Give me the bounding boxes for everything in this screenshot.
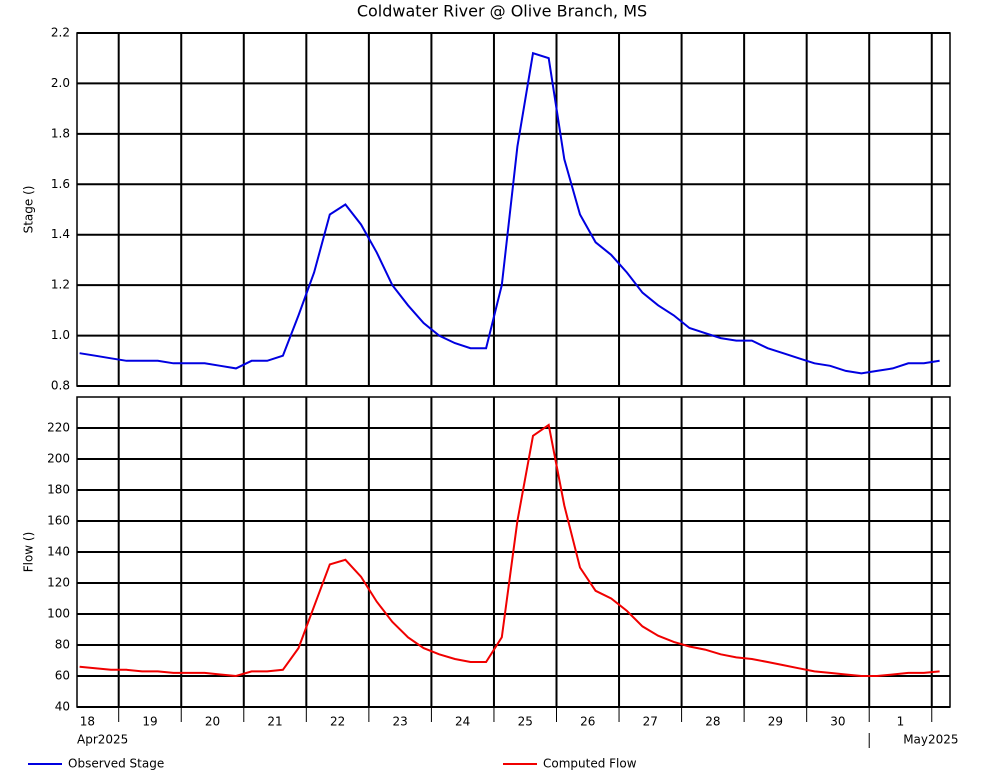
y-tick-label: 1.2 <box>51 278 70 292</box>
x-tick-label: 21 <box>267 715 282 729</box>
y-tick-label: 2.0 <box>51 76 70 90</box>
plot-frame <box>76 32 951 387</box>
y-tick-label: 1.0 <box>51 328 70 342</box>
y-tick-label: 160 <box>47 514 70 528</box>
x-tick-label: 22 <box>330 715 345 729</box>
x-tick-label: 1 <box>897 715 905 729</box>
y-tick-label: 180 <box>47 483 70 497</box>
x-tick-label: 28 <box>705 715 720 729</box>
y-tick-label: 80 <box>55 638 70 652</box>
y-axis-label: Flow () <box>22 532 36 573</box>
y-tick-label: 60 <box>55 669 70 683</box>
plot-frame <box>76 396 951 708</box>
x-tick-label: 19 <box>142 715 157 729</box>
y-tick-label: 220 <box>47 421 70 435</box>
x-tick-label: 18 <box>80 715 95 729</box>
x-tick-label: 30 <box>830 715 845 729</box>
x-month-label: Apr2025 <box>77 733 128 747</box>
x-tick-label: 26 <box>580 715 595 729</box>
legend-label: Computed Flow <box>543 757 637 771</box>
y-tick-label: 2.2 <box>51 26 70 40</box>
y-tick-label: 200 <box>47 452 70 466</box>
y-tick-label: 1.8 <box>51 126 70 140</box>
x-tick-label: 23 <box>392 715 407 729</box>
x-month-label: May2025 <box>903 733 958 747</box>
data-line <box>79 51 940 375</box>
legend-label: Observed Stage <box>68 757 164 771</box>
x-tick-label: 29 <box>768 715 783 729</box>
x-tick-label: 25 <box>518 715 533 729</box>
data-line <box>79 423 940 678</box>
y-axis-label: Stage () <box>22 186 36 234</box>
y-tick-label: 140 <box>47 545 70 559</box>
y-tick-label: 120 <box>47 576 70 590</box>
x-tick-label: 27 <box>643 715 658 729</box>
y-tick-label: 40 <box>55 700 70 714</box>
y-tick-label: 1.6 <box>51 177 70 191</box>
chart-title: Coldwater River @ Olive Branch, MS <box>357 2 647 21</box>
x-tick-label: 20 <box>205 715 220 729</box>
y-tick-label: 0.8 <box>51 379 70 393</box>
y-tick-label: 100 <box>47 607 70 621</box>
x-tick-label: 24 <box>455 715 470 729</box>
y-tick-label: 1.4 <box>51 227 70 241</box>
